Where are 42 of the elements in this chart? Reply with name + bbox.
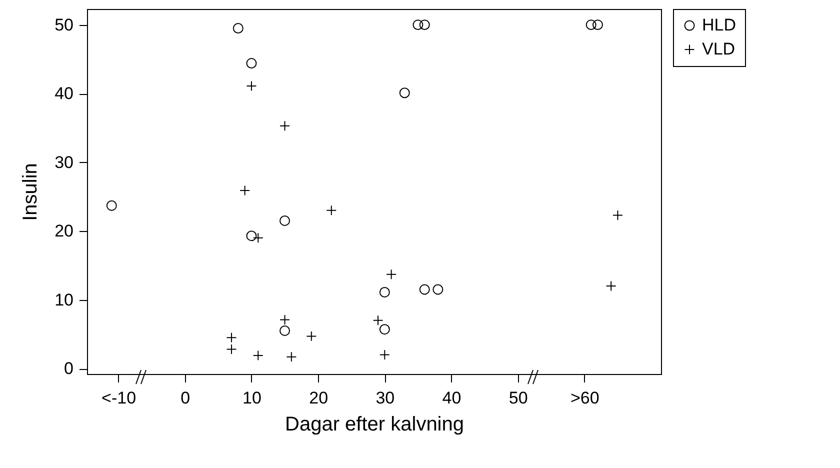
y-tick-label: 0 — [64, 359, 74, 378]
point — [326, 205, 337, 216]
y-tick-label: 50 — [54, 15, 74, 34]
point — [592, 20, 603, 30]
point — [280, 325, 290, 336]
point — [379, 350, 390, 360]
y-axis-title: Insulin — [20, 163, 42, 221]
point — [280, 120, 290, 132]
point — [612, 210, 623, 220]
x-tick-label: 40 — [442, 388, 462, 408]
y-tick-label: 30 — [54, 152, 74, 172]
x-tick-label: 50 — [508, 388, 528, 408]
x-tick-label: 30 — [376, 388, 395, 408]
point — [246, 58, 257, 69]
y-tick-label: 40 — [54, 84, 74, 104]
y-tick-label: 20 — [54, 222, 74, 241]
point — [586, 20, 596, 30]
point — [232, 23, 244, 34]
point — [412, 20, 424, 30]
y-tick-label: 10 — [54, 290, 74, 310]
legend-label: VLD — [702, 40, 736, 58]
legend-label: HLD — [702, 16, 736, 34]
point — [280, 215, 290, 226]
point — [252, 232, 264, 244]
point — [280, 314, 290, 325]
point — [246, 230, 257, 242]
x-tick-label: >60 — [570, 388, 600, 408]
point — [106, 200, 117, 211]
point — [386, 269, 397, 280]
x-tick-label: 20 — [309, 388, 328, 408]
x-tick-label: 0 — [180, 388, 190, 408]
point — [432, 284, 444, 295]
x-tick-label: <-10 — [102, 388, 136, 408]
point — [399, 88, 410, 98]
point — [419, 20, 430, 30]
point — [379, 324, 390, 335]
point — [306, 330, 317, 342]
point — [379, 286, 390, 298]
x-axis-title: Dagar efter kalvning — [285, 414, 464, 436]
point — [286, 352, 297, 362]
point — [419, 284, 430, 295]
x-tick-label: 10 — [242, 388, 262, 408]
